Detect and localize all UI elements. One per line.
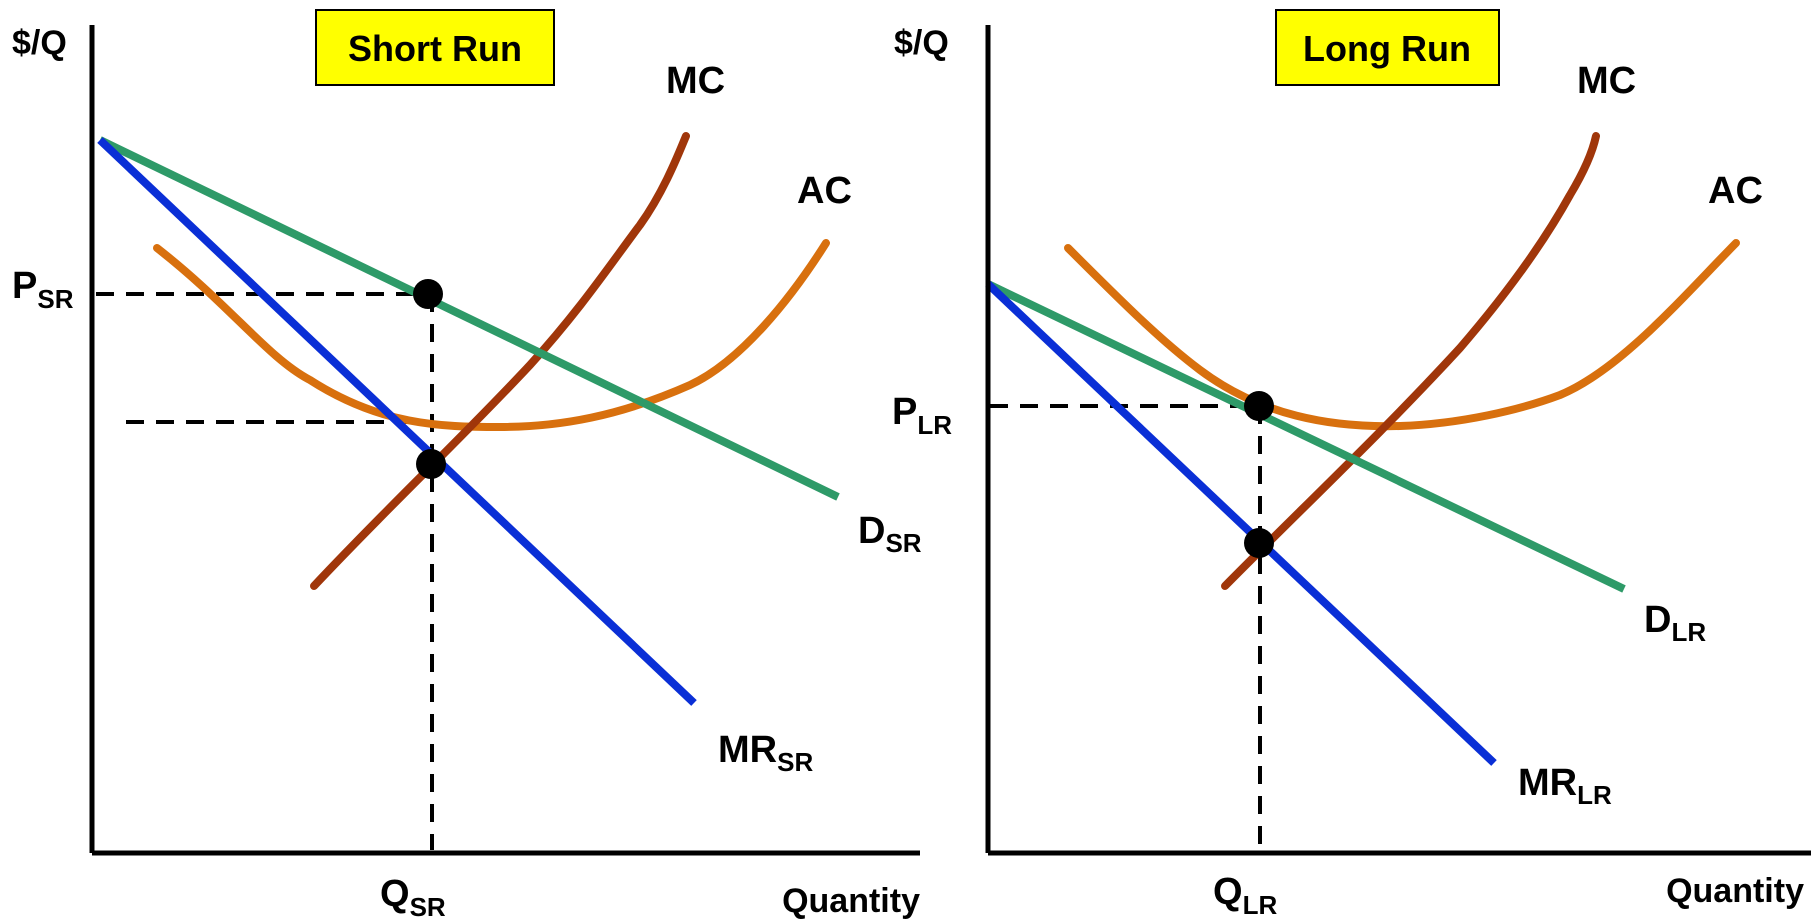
- mr-label: MRLR: [1518, 762, 1612, 810]
- quantity-label: QLR: [1213, 871, 1277, 920]
- price-point-marker: [413, 279, 443, 309]
- mr-label: MRSR: [718, 729, 813, 777]
- dashed-guides: [96, 292, 434, 850]
- y-axis-label: $/Q: [12, 24, 67, 62]
- markers: [1244, 391, 1274, 558]
- chart-title: Short Run: [348, 28, 522, 69]
- x-axis-label: Quantity: [782, 882, 920, 920]
- demand-curve: [986, 280, 1626, 593]
- mc-curve: [1221, 132, 1600, 590]
- mc-mr-intersection-marker: [1244, 528, 1274, 558]
- price-point-marker: [1244, 391, 1274, 421]
- ac-label: AC: [797, 170, 852, 212]
- demand-label: DLR: [1644, 599, 1706, 647]
- title-background: [1275, 9, 1500, 86]
- axes: [985, 25, 1811, 856]
- title-background: [315, 9, 555, 86]
- mc-curve: [310, 132, 690, 590]
- mc-label: MC: [666, 60, 725, 102]
- long-run-panel: Long Run $/Q Quantity MC AC DLR MRLR PLR…: [892, 9, 1811, 920]
- price-label: PSR: [12, 265, 74, 314]
- marginal-revenue-curve: [97, 137, 697, 706]
- demand-curve: [98, 136, 840, 501]
- ac-curve: [1064, 239, 1740, 431]
- x-axis-label: Quantity: [1666, 872, 1804, 910]
- markers: [413, 279, 446, 479]
- y-axis-label: $/Q: [894, 24, 949, 62]
- demand-label: DSR: [858, 510, 922, 558]
- axes: [89, 25, 920, 856]
- price-label: PLR: [892, 391, 952, 440]
- title-box: Long Run: [1275, 9, 1500, 86]
- title-box: Short Run: [315, 9, 555, 86]
- mc-mr-intersection-marker: [416, 449, 446, 479]
- chart-title: Long Run: [1303, 28, 1471, 69]
- quantity-label: QSR: [380, 873, 446, 922]
- dashed-guides: [990, 404, 1262, 850]
- short-run-panel: Short Run $/Q Quantity MC AC DSR MRSR PS…: [12, 9, 922, 922]
- ac-curve: [153, 239, 830, 432]
- marginal-revenue-curve: [985, 281, 1497, 766]
- ac-label: AC: [1708, 170, 1763, 212]
- mc-label: MC: [1577, 60, 1636, 102]
